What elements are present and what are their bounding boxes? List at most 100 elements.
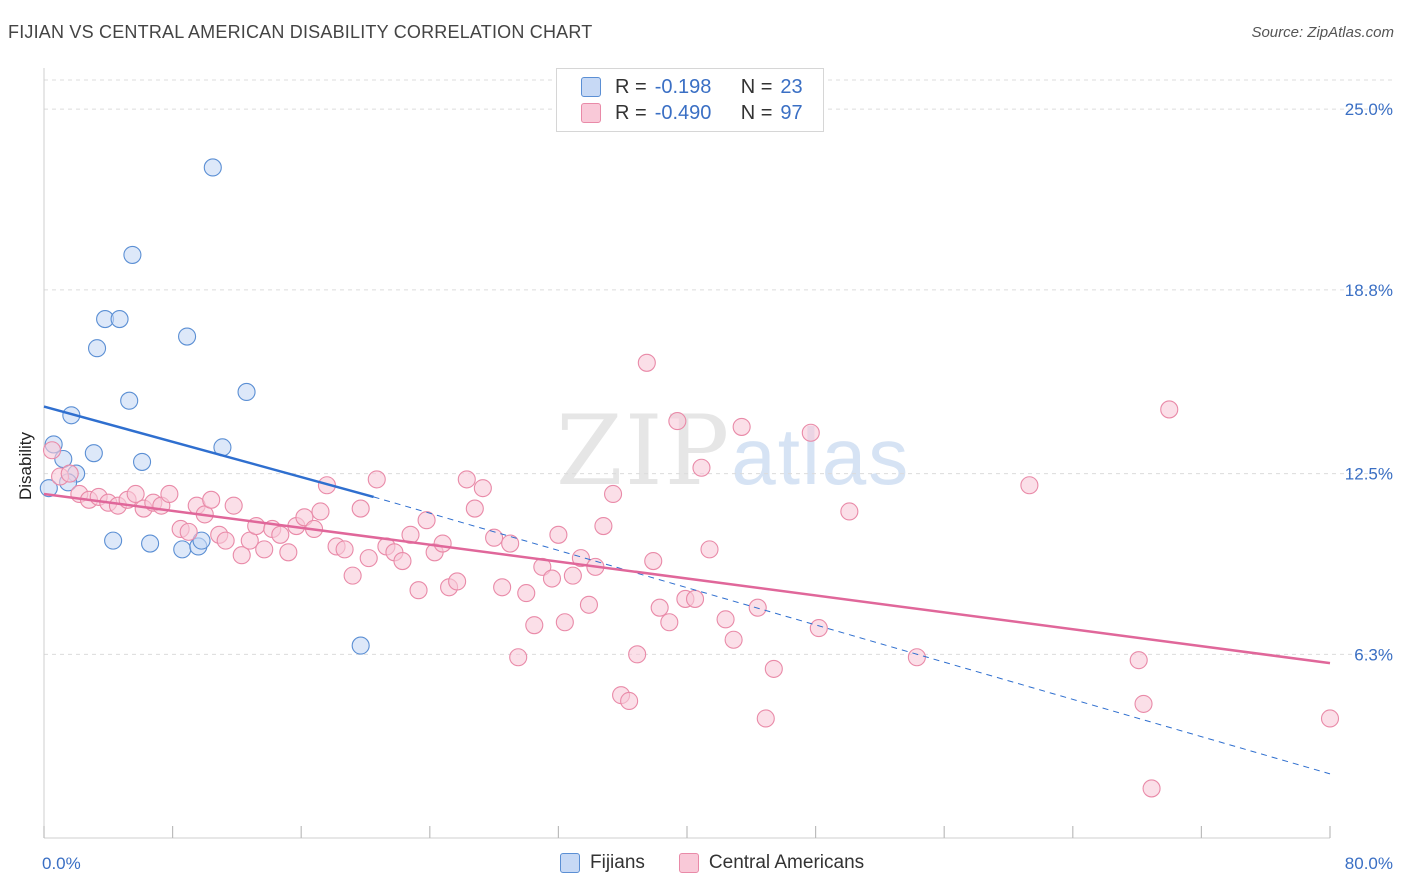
central-american-point	[1320, 709, 1340, 728]
central-american-point	[579, 595, 598, 614]
central-american-point	[126, 484, 145, 504]
r-label: R =	[615, 75, 647, 98]
fijians-swatch	[560, 853, 580, 873]
watermark-atlas: atlas	[731, 412, 911, 501]
central-american-point	[160, 484, 179, 504]
legend-row-fijians: R = -0.198 N = 23	[581, 75, 803, 99]
central-american-point	[42, 441, 62, 460]
fijian-trend-extension	[373, 496, 1331, 775]
central-american-point	[311, 502, 330, 521]
central-american-point	[465, 499, 484, 518]
central-american-point	[692, 458, 711, 477]
central-american-point	[367, 470, 386, 489]
central-american-trend-line	[43, 492, 1331, 665]
central-american-point	[700, 540, 719, 559]
central-american-point	[756, 709, 775, 728]
central-american-point	[644, 551, 663, 571]
central-american-point	[485, 528, 504, 547]
fijian-point	[141, 534, 160, 553]
fijians-swatch	[581, 77, 601, 97]
y-tick-label: 12.5%	[1345, 465, 1393, 484]
central-american-point	[628, 645, 647, 664]
central-american-point	[1134, 694, 1153, 713]
source-label: Source: ZipAtlas.com	[1251, 24, 1394, 41]
watermark-zip: ZIP	[556, 395, 732, 507]
fijian-trend-line	[43, 405, 374, 499]
central-american-point	[571, 549, 590, 568]
central-american-point	[555, 613, 574, 632]
n-label: N =	[740, 101, 773, 124]
legend-item-central-americans: Central Americans	[678, 852, 864, 874]
central-american-point	[716, 610, 735, 629]
fijian-point	[104, 531, 123, 550]
central-american-point	[295, 508, 314, 527]
central-american-point	[1142, 779, 1161, 798]
central-american-point	[417, 511, 436, 530]
central-american-point	[60, 464, 79, 483]
central-american-point	[764, 659, 783, 678]
stats-legend: R = -0.198 N = 23 R = -0.490 N = 97	[556, 68, 824, 132]
central-american-point	[279, 543, 298, 562]
central-american-point	[563, 566, 582, 585]
central-american-point	[801, 423, 820, 442]
central-american-point	[732, 417, 751, 436]
fijian-point	[123, 245, 142, 264]
central-american-point	[457, 470, 476, 489]
central-american-point	[433, 534, 452, 553]
central-american-point	[594, 517, 613, 536]
x-tick-label: 0.0%	[42, 854, 81, 873]
fijian-point	[237, 382, 256, 401]
central-americans-swatch	[581, 103, 601, 123]
fijian-point	[203, 158, 222, 177]
central-american-point	[509, 648, 528, 667]
fijian-point	[351, 636, 370, 655]
central-american-point	[255, 540, 274, 559]
fijian-point	[173, 540, 192, 559]
central-american-point	[359, 549, 378, 568]
central-american-point	[393, 551, 412, 571]
r-label: R =	[615, 101, 647, 124]
central-american-point	[604, 484, 623, 504]
central-american-point	[1020, 476, 1039, 495]
fijians-label: Fijians	[590, 852, 645, 873]
fijian-point	[133, 452, 152, 471]
y-axis-label: Disability	[16, 431, 35, 500]
central-american-point	[271, 525, 290, 544]
fijian-point	[120, 391, 139, 410]
fijian-point	[84, 444, 103, 463]
central-american-point	[660, 613, 679, 632]
central-americans-swatch	[678, 853, 699, 873]
central-american-point	[232, 546, 251, 565]
r-value: -0.198	[654, 75, 712, 98]
y-tick-label: 25.0%	[1345, 100, 1393, 119]
fijian-point	[87, 339, 107, 358]
central-american-point	[685, 589, 705, 608]
central-american-point	[907, 648, 926, 667]
n-value: 23	[780, 75, 803, 98]
central-american-point	[542, 569, 562, 588]
fijian-point	[110, 310, 129, 329]
legend-row-central-americans: R = -0.490 N = 97	[581, 101, 803, 125]
central-american-point	[809, 619, 828, 638]
central-american-point	[179, 522, 198, 541]
central-american-point	[501, 534, 520, 553]
central-american-point	[549, 525, 568, 544]
watermark: ZIPatlas	[556, 395, 910, 507]
central-american-point	[668, 412, 687, 431]
r-value: -0.490	[654, 101, 712, 124]
central-american-point	[840, 502, 859, 521]
central-american-point	[202, 490, 221, 509]
n-label: N =	[740, 75, 773, 98]
y-tick-label: 6.3%	[1354, 645, 1393, 664]
central-american-point	[493, 578, 512, 597]
central-american-point	[409, 581, 428, 600]
central-american-point	[351, 499, 370, 518]
central-american-point	[517, 584, 536, 603]
fijian-point	[39, 479, 58, 498]
central-american-point	[525, 616, 544, 635]
fijian-point	[192, 531, 211, 550]
series-legend: Fijians Central Americans	[560, 852, 898, 874]
central-american-point	[473, 479, 492, 498]
central-american-point	[216, 531, 235, 550]
